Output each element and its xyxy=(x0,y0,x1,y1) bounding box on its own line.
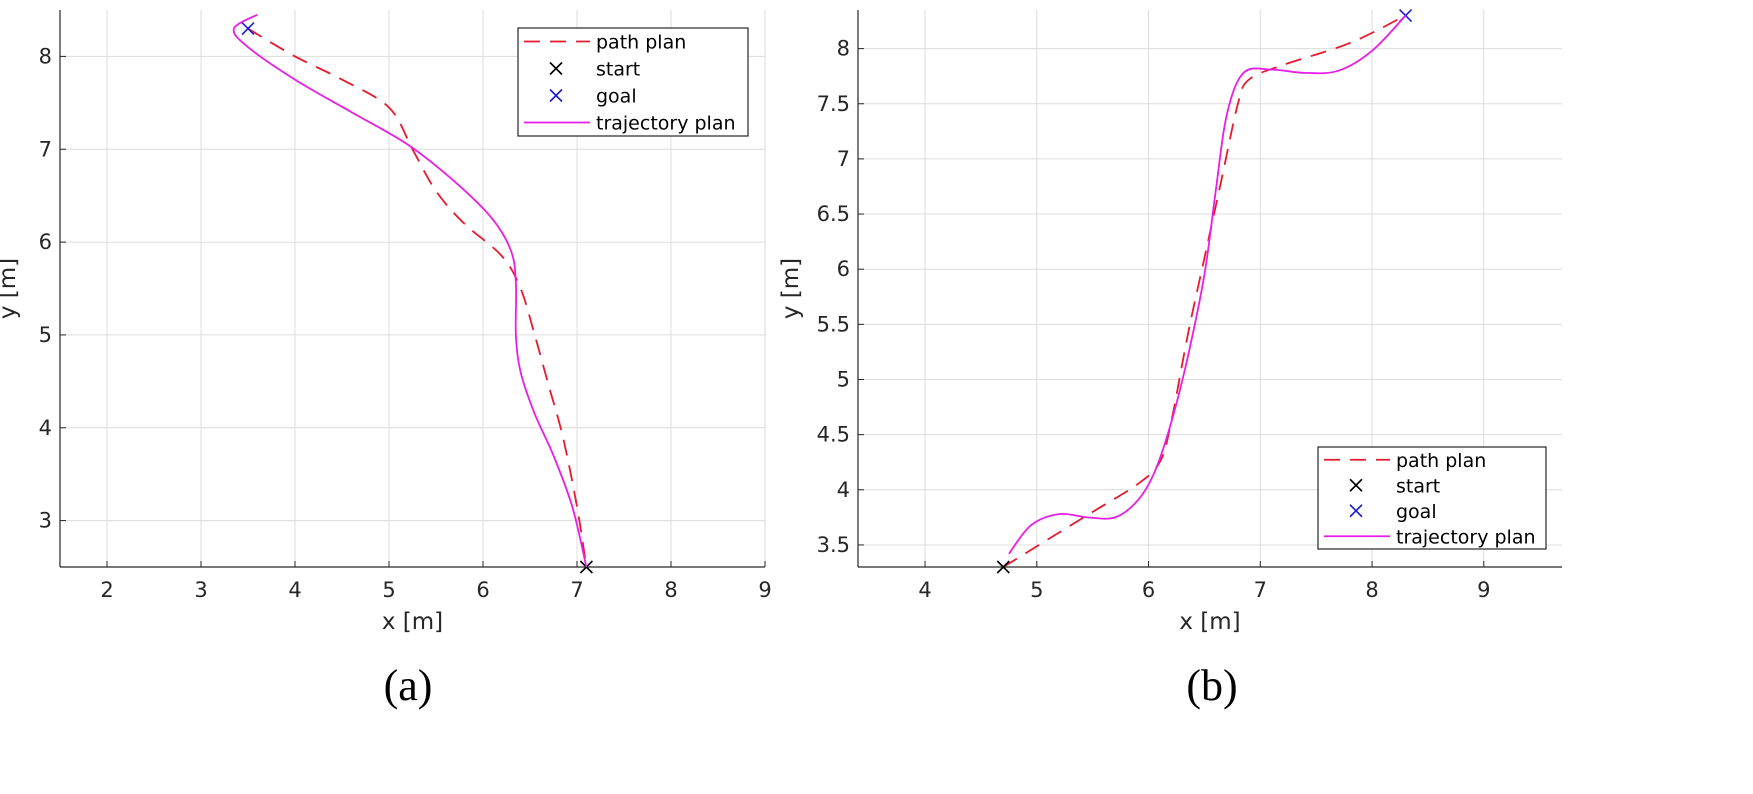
legend-box xyxy=(1317,446,1547,550)
legend-path-plan-label: path plan xyxy=(1396,450,1486,472)
x-tick-label: 9 xyxy=(1477,578,1490,602)
legend: path plan start goal trajectory plan xyxy=(1317,446,1547,550)
y-tick-label: 6 xyxy=(39,230,52,254)
y-tick-label: 4.5 xyxy=(817,423,850,447)
x-tick-label: 3 xyxy=(194,578,207,602)
y-tick-label: 8 xyxy=(837,37,850,61)
start-marker-stroke xyxy=(996,560,1010,574)
y-axis-label: y [m] xyxy=(778,258,804,319)
series-group xyxy=(232,13,593,574)
legend-start-label: start xyxy=(1396,475,1440,497)
panel-label: (a) xyxy=(384,661,433,710)
legend-goal-swatch-stroke xyxy=(549,88,563,103)
x-tick-label: 7 xyxy=(1254,578,1267,602)
x-tick-label: 6 xyxy=(1142,578,1155,602)
legend-box xyxy=(517,27,749,137)
legend: path plan start goal trajectory plan xyxy=(517,27,749,137)
legend-start-swatch xyxy=(549,61,563,76)
series-group xyxy=(996,8,1413,574)
y-tick-label: 6 xyxy=(837,257,850,281)
x-tick-label: 6 xyxy=(476,578,489,602)
start-marker xyxy=(996,560,1010,574)
y-tick-label: 5.5 xyxy=(817,312,850,336)
legend-goal-label: goal xyxy=(1396,501,1437,523)
panel-label: (b) xyxy=(1186,661,1237,710)
y-tick-label: 8 xyxy=(39,44,52,68)
goal-marker xyxy=(241,22,255,36)
x-tick-label: 8 xyxy=(664,578,677,602)
y-tick-label: 7 xyxy=(39,137,52,161)
y-tick-label: 4 xyxy=(837,478,850,502)
x-axis-label: x [m] xyxy=(1179,609,1240,635)
x-tick-label: 4 xyxy=(288,578,301,602)
legend-goal-label: goal xyxy=(596,86,637,108)
y-tick-label: 6.5 xyxy=(817,202,850,226)
x-tick-label: 5 xyxy=(382,578,395,602)
y-tick-label: 5 xyxy=(837,367,850,391)
legend-start-swatch xyxy=(1349,478,1363,492)
legend-start-swatch-stroke xyxy=(549,61,563,76)
y-tick-label: 3.5 xyxy=(817,533,850,557)
y-tick-label: 4 xyxy=(39,416,52,440)
legend-trajectory-plan-label: trajectory plan xyxy=(1396,526,1536,548)
y-tick-label: 7.5 xyxy=(817,92,850,116)
y-axis-label: y [m] xyxy=(0,258,21,319)
goal-marker-stroke xyxy=(241,22,255,36)
path-plan-line xyxy=(1002,14,1406,568)
x-axis-label: x [m] xyxy=(382,609,443,635)
path-plan-line xyxy=(247,27,588,568)
x-tick-label: 2 xyxy=(100,578,113,602)
legend-trajectory-plan-label: trajectory plan xyxy=(596,113,736,135)
x-tick-label: 7 xyxy=(570,578,583,602)
y-tick-label: 7 xyxy=(837,147,850,171)
legend-goal-swatch-stroke xyxy=(1349,504,1363,518)
x-tick-label: 8 xyxy=(1365,578,1378,602)
trajectory-plan-line xyxy=(232,13,588,568)
legend-goal-swatch xyxy=(1349,504,1363,518)
legend-path-plan-label: path plan xyxy=(596,32,686,54)
y-tick-label: 5 xyxy=(39,323,52,347)
legend-start-label: start xyxy=(596,59,640,81)
legend-start-swatch-stroke xyxy=(1349,478,1363,492)
legend-goal-swatch xyxy=(549,88,563,103)
chart-panel-1: 4 5 6 7 8 9 3.5 4 4.5 5 5.5 6 6.5 7 7.5 8 x [m] y [m] path… xyxy=(778,8,1562,710)
x-tick-label: 4 xyxy=(918,578,931,602)
chart-panel-0: 2 3 4 5 6 7 8 9 3 4 5 6 7 8 x [m] y [m] path plan start go… xyxy=(0,10,772,710)
y-tick-label: 3 xyxy=(39,509,52,533)
x-tick-label: 5 xyxy=(1030,578,1043,602)
trajectory-plan-line xyxy=(1008,14,1407,555)
x-tick-label: 9 xyxy=(758,578,771,602)
